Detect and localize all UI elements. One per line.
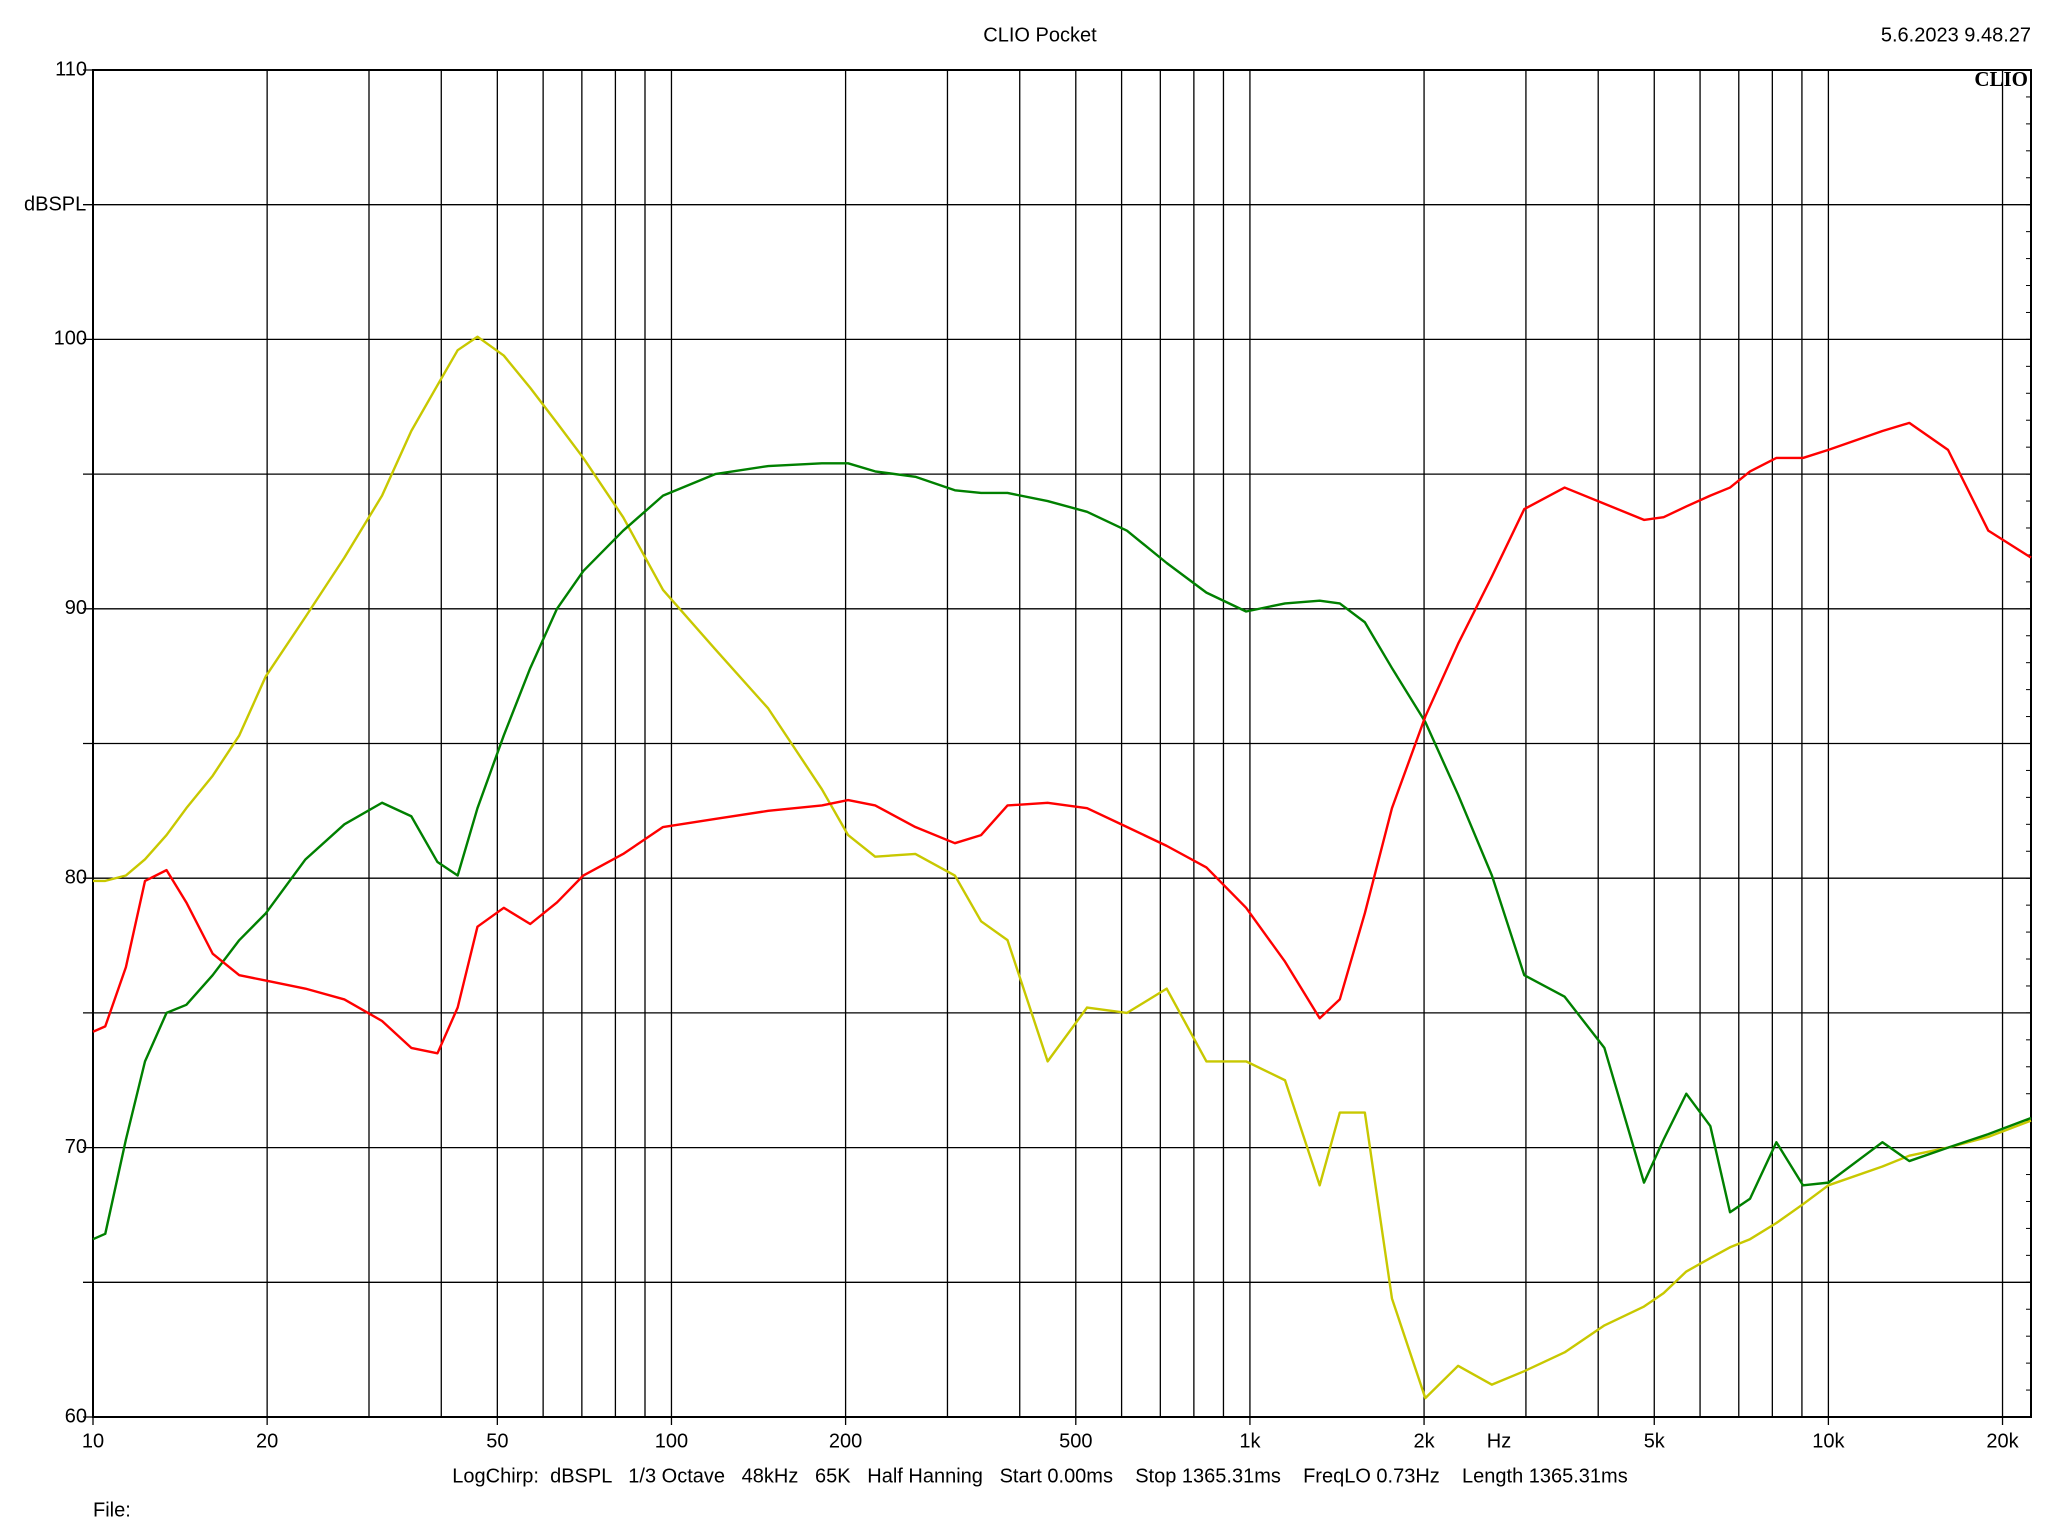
settings-line: LogChirp: dBSPL 1/3 Octave 48kHz 65K Hal… bbox=[452, 1465, 1627, 1487]
y-tick-label: 70 bbox=[65, 1136, 87, 1158]
x-tick-label: 2k bbox=[1414, 1430, 1436, 1452]
plot-frame bbox=[92, 69, 2032, 1418]
series-line bbox=[93, 335, 2032, 1400]
y-axis-label: dBSPL bbox=[24, 193, 86, 215]
x-tick-label: 1k bbox=[1239, 1430, 1261, 1452]
x-tick-label: 100 bbox=[655, 1430, 688, 1452]
x-tick-label: 20 bbox=[256, 1430, 278, 1452]
x-tick-label: 5k bbox=[1644, 1430, 1666, 1452]
timestamp: 5.6.2023 9.48.27 bbox=[1881, 24, 2031, 46]
logo: CLIO bbox=[1974, 67, 2028, 91]
x-tick-label: 10k bbox=[1812, 1430, 1845, 1452]
x-tick-label: 20k bbox=[1986, 1430, 2019, 1452]
y-tick-label: 60 bbox=[65, 1405, 87, 1427]
y-tick-label: 80 bbox=[65, 866, 87, 888]
x-unit-label: Hz bbox=[1487, 1430, 1511, 1452]
x-tick-label: 200 bbox=[829, 1430, 862, 1452]
x-tick-label: 50 bbox=[486, 1430, 508, 1452]
y-tick-label: 90 bbox=[65, 597, 87, 619]
y-tick-label: 110 bbox=[55, 58, 87, 80]
x-tick-label: 10 bbox=[82, 1430, 104, 1452]
series-line bbox=[92, 462, 2032, 1241]
chart-title: CLIO Pocket bbox=[983, 24, 1097, 46]
y-tick-label: 100 bbox=[54, 328, 87, 350]
x-tick-label: 500 bbox=[1059, 1430, 1092, 1452]
file-label: File: bbox=[93, 1499, 131, 1521]
series-line bbox=[92, 421, 2032, 1055]
